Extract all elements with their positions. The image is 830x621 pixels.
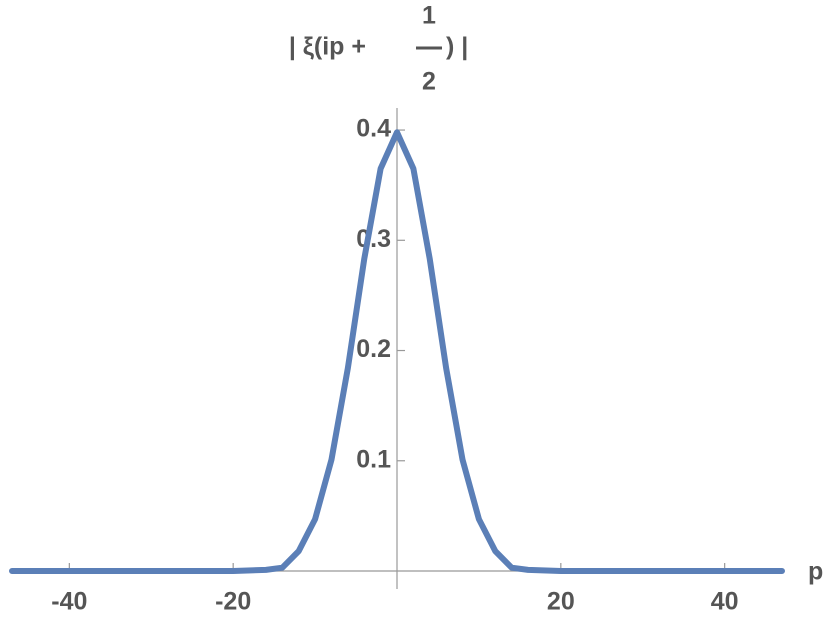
y-tick-label: 0.4 [356, 115, 391, 143]
x-tick-label: -40 [51, 588, 87, 616]
y-label-numerator: 1 [422, 2, 436, 30]
x-axis-label: p [808, 558, 823, 586]
y-label-suffix: ) | [446, 33, 468, 61]
x-tick-label: -20 [215, 588, 251, 616]
x-tick-label: 20 [547, 588, 575, 616]
line-series [9, 129, 785, 574]
y-axis-label: | ξ(ip + 1 2 ) | [289, 2, 468, 96]
y-tick-label: 0.1 [356, 445, 391, 473]
y-tick-label: 0.2 [356, 335, 391, 363]
x-tick-label: 40 [711, 588, 739, 616]
y-tick-label: 0.3 [356, 225, 391, 253]
y-label-prefix: | ξ(ip + [289, 33, 366, 61]
y-label-denominator: 2 [422, 68, 436, 96]
